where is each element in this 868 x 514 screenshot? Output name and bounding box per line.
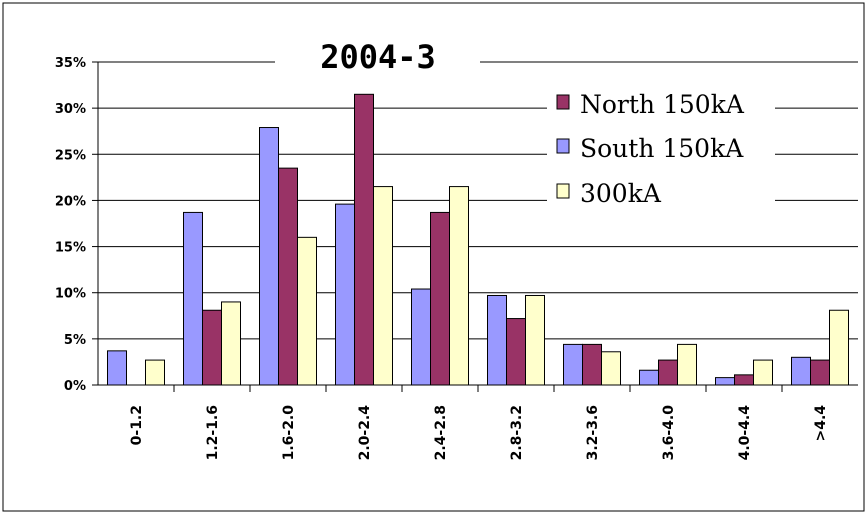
bars [107, 93, 849, 386]
x-tick-label: 2.0-2.4 [357, 405, 373, 461]
x-tick-label: 1.2-1.6 [205, 405, 221, 460]
x-tick-label: 2.4-2.8 [433, 405, 449, 460]
bar [506, 318, 526, 386]
bar [297, 236, 317, 386]
bar [753, 359, 773, 386]
legend-label: 300kA [580, 179, 662, 208]
bar [582, 343, 602, 386]
y-tick-labels: 0% 5% 10% 15% 20% 25% 30% 35% [55, 56, 86, 394]
x-tick-label: 3.6-4.0 [661, 405, 677, 461]
y-tick-label: 25% [55, 148, 86, 163]
x-tick-label: 2.8-3.2 [509, 405, 525, 460]
bar [430, 211, 450, 386]
x-tick-label: >4.4 [813, 405, 829, 442]
bar [658, 359, 678, 386]
legend-swatch [556, 94, 570, 110]
x-tick-label: 3.2-3.6 [585, 405, 601, 460]
legend-swatch [556, 138, 570, 154]
bar [829, 309, 849, 386]
bar [202, 309, 222, 386]
bar [677, 343, 697, 386]
bar [259, 127, 279, 386]
y-tick-label: 10% [55, 287, 86, 302]
bar [563, 343, 583, 386]
x-tick-label: 4.0-4.4 [737, 405, 753, 461]
bar [221, 301, 241, 386]
title-background [275, 32, 480, 84]
bar [107, 350, 127, 386]
y-tick-label: 15% [55, 241, 86, 256]
bar [373, 186, 393, 386]
legend-background [547, 88, 775, 218]
bar [601, 351, 621, 386]
y-tick-label: 0% [64, 379, 86, 394]
bar [525, 294, 545, 386]
bar [354, 93, 374, 386]
legend: North 150kA South 150kA 300kA [547, 88, 775, 218]
bar [734, 374, 754, 386]
legend-label: North 150kA [580, 90, 745, 119]
bar [639, 369, 659, 386]
bar [183, 211, 203, 386]
legend-label: South 150kA [580, 134, 744, 163]
y-tick-label: 20% [55, 194, 86, 209]
bar [487, 294, 507, 386]
bar [145, 359, 165, 386]
bar [715, 377, 735, 386]
legend-swatch [556, 183, 570, 199]
bar [449, 186, 469, 386]
bar [335, 203, 355, 386]
y-tick-label: 35% [55, 56, 86, 71]
y-tick-label: 30% [55, 102, 86, 117]
bar [278, 167, 298, 386]
x-tick-label: 0-1.2 [129, 405, 145, 445]
bar [411, 288, 431, 386]
axes [92, 61, 858, 392]
bar [791, 356, 811, 386]
y-tick-label: 5% [64, 333, 86, 348]
bar [810, 359, 830, 386]
chart-title: 2004-3 [320, 38, 436, 76]
x-tick-labels: 0-1.2 1.2-1.6 1.6-2.0 2.0-2.4 2.4-2.8 2.8-3.2… [129, 405, 829, 461]
x-tick-label: 1.6-2.0 [281, 405, 297, 461]
